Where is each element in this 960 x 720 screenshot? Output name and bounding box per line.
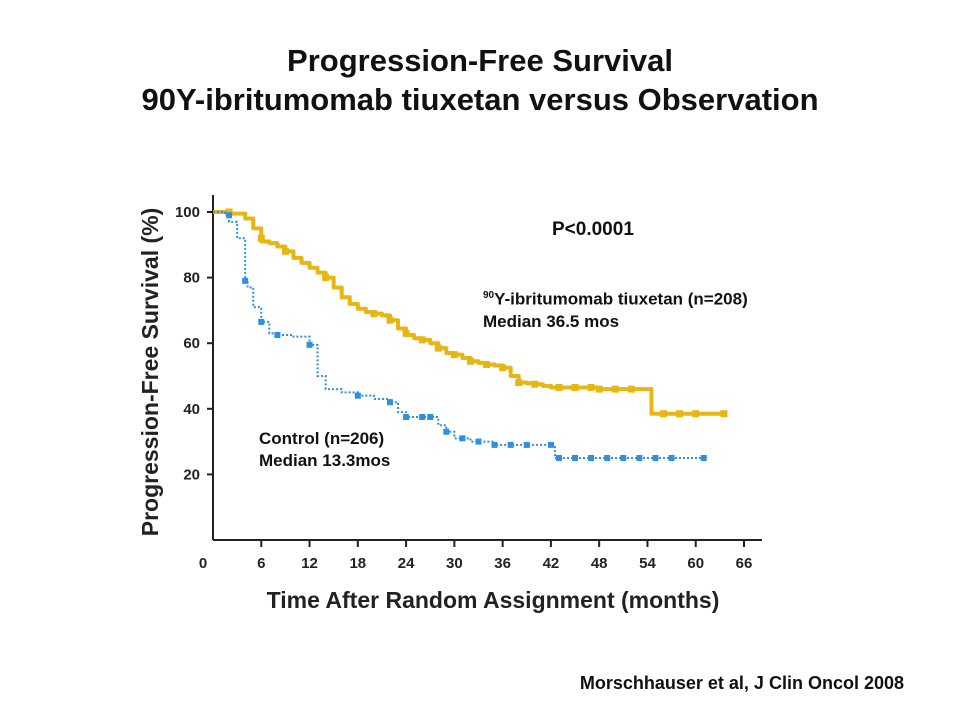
treatment-censor-marker [611,385,619,393]
treatment-censor-marker [499,364,507,372]
y-axis-label: Progression-Free Survival (%) [137,208,163,537]
p-value-label: P<0.0001 [552,219,634,240]
chart-series [213,208,728,461]
control-censor-marker [652,455,659,461]
x-tick-label: 0 [199,555,207,572]
chart-axes: 0 6 12 18 24 30 36 42 48 54 60 66 20 40 60 80 100 [175,195,762,572]
control-censor-marker [588,455,595,461]
treatment-censor-marker [225,208,233,216]
x-tick-label: 54 [639,555,656,572]
control-censor-marker [547,441,554,448]
x-tick-label: 18 [349,555,366,572]
treatment-censor-marker [531,380,539,388]
y-tick-label: 40 [183,401,200,418]
treatment-censor-marker [627,385,635,393]
x-tick-label: 60 [687,555,704,572]
slide-title-line1: Progression-Free Survival [287,43,673,78]
y-tick-label: 100 [175,204,200,221]
treatment-censor-marker [386,316,394,324]
control-censor-marker [507,441,514,448]
treatment-median-label: Median 36.5 mos [483,311,620,331]
treatment-censor-marker [555,383,563,391]
control-censor-marker [620,455,627,461]
control-censor-marker [700,455,707,461]
treatment-censor-marker [418,336,426,344]
y-tick-label: 60 [183,335,200,352]
treatment-legend-label: 90Y-ibritumomab tiuxetan (n=208) Median … [483,285,748,333]
treatment-censor-marker [692,410,700,418]
control-series-name: Control (n=206) [259,429,385,448]
treatment-censor-marker [595,385,603,393]
x-tick-label: 24 [398,555,415,572]
treatment-censor-marker [676,410,684,418]
control-censor-marker [427,414,434,420]
treatment-censor-marker [402,329,410,337]
control-legend-label: Control (n=206) Median 13.3mos [259,428,390,472]
control-censor-marker [604,455,611,461]
x-tick-label: 12 [301,555,318,572]
treatment-censor-marker [515,379,523,387]
control-censor-marker [387,399,393,406]
treatment-censor-marker [466,357,474,365]
treatment-censor-marker [257,234,265,242]
control-censor-marker [491,441,498,448]
treatment-censor-marker [660,410,668,418]
treatment-name-text: Y-ibritumomab tiuxetan (n=208) [494,289,748,309]
treatment-censor-marker [483,361,491,369]
treatment-censor-marker [322,274,330,282]
control-censor-marker [403,414,410,420]
control-censor-marker [636,455,643,461]
control-censor-marker [668,455,675,461]
treatment-series-name: 90Y-ibritumomab tiuxetan (n=208) [483,285,748,311]
control-censor-marker [258,318,265,325]
x-tick-label: 66 [736,555,753,572]
control-censor-marker [443,428,450,435]
control-censor-marker [475,438,482,445]
treatment-censor-marker [571,383,579,391]
control-censor-marker [274,332,281,338]
treatment-censor-marker [281,247,289,255]
treatment-censor-marker [370,310,378,318]
control-censor-marker [459,435,466,442]
x-tick-label: 30 [446,555,463,572]
control-censor-marker [226,212,233,219]
treatment-censor-marker [587,383,595,391]
treatment-censor-marker [450,351,458,359]
control-censor-marker [419,414,426,420]
control-censor-marker [306,341,313,348]
x-tick-label: 48 [591,555,608,572]
y-tick-label: 20 [183,466,200,483]
treatment-censor-marker [434,344,442,352]
control-censor-marker [523,441,530,448]
control-survival-curve [213,211,704,459]
slide-title-line2: 90Y-ibritumomab tiuxetan versus Observat… [141,82,819,117]
citation: Morschhauser et al, J Clin Oncol 2008 [579,673,904,693]
x-axis-label: Time After Random Assignment (months) [267,587,720,613]
x-tick-label: 36 [494,555,511,572]
control-censor-marker [242,277,249,284]
x-tick-label: 6 [257,555,265,572]
treatment-censor-marker [720,410,728,418]
y-tick-label: 80 [183,270,200,287]
control-censor-marker [555,455,562,461]
treatment-superscript: 90 [483,290,495,301]
control-censor-marker [354,392,361,399]
control-median-label: Median 13.3mos [259,451,391,470]
x-tick-label: 42 [543,555,560,572]
control-censor-marker [572,455,579,461]
